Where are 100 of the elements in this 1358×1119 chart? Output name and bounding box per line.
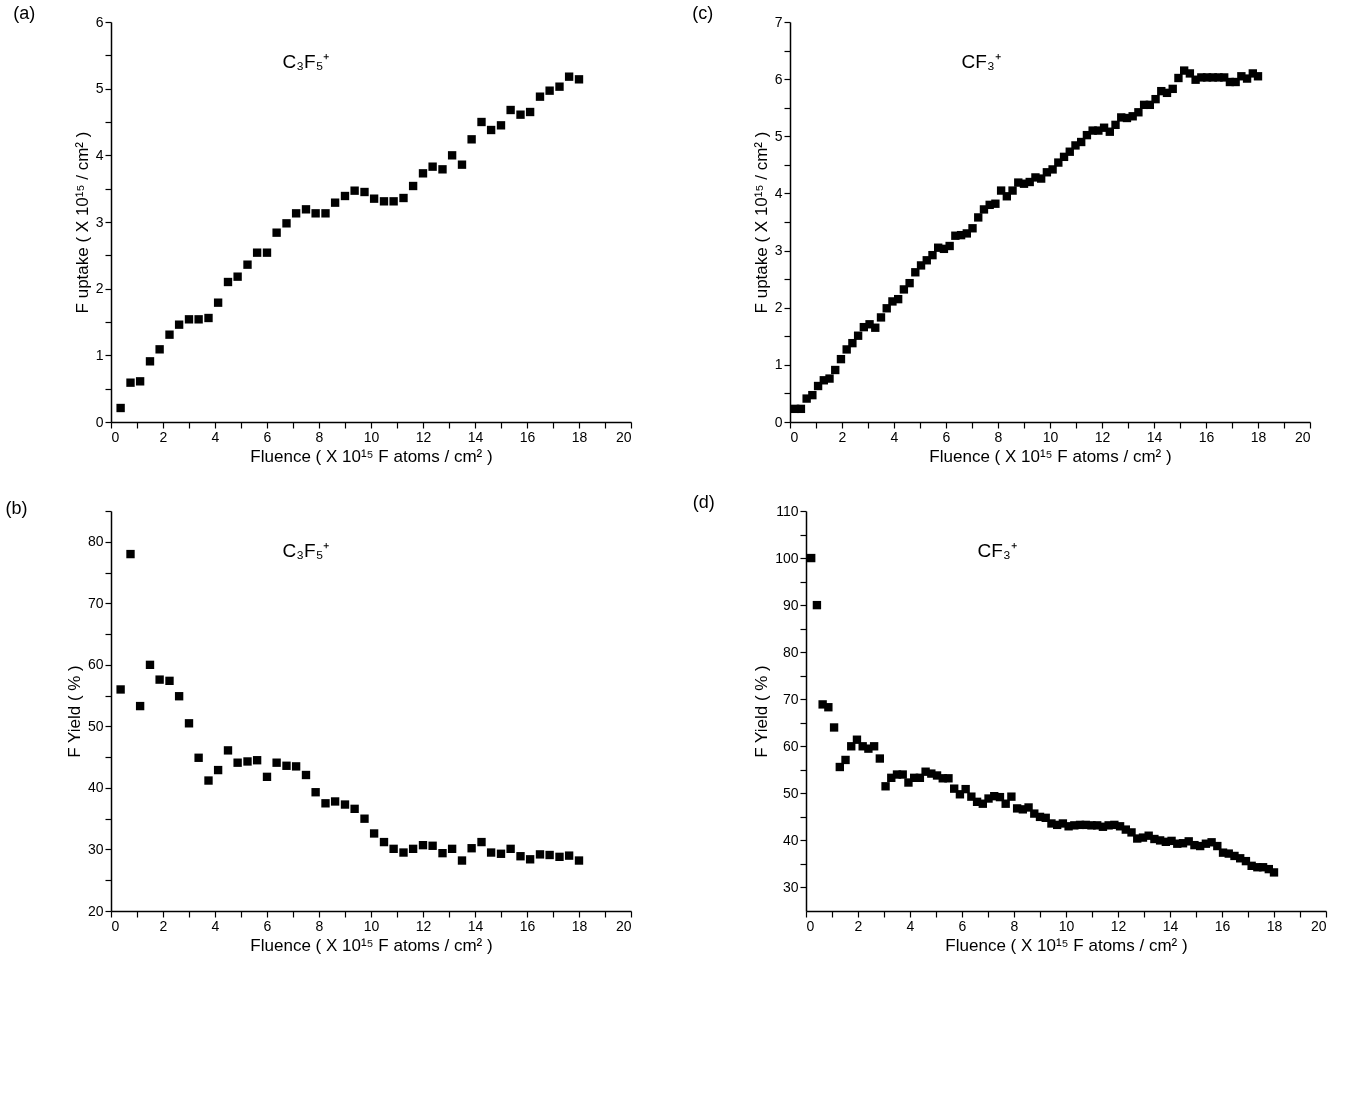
point [301, 770, 311, 780]
y-tick-label: 2 [95, 280, 104, 297]
point [506, 105, 515, 115]
point [262, 248, 272, 257]
point [496, 849, 506, 858]
x-tick-label: 2 [838, 428, 847, 445]
x-tick-label: 10 [1058, 917, 1075, 934]
y-tick-label: 40 [782, 831, 799, 848]
x-tick-label: 8 [315, 917, 324, 934]
x-tick-label: 20 [615, 917, 632, 934]
x-tick-label: 16 [1214, 917, 1231, 934]
point [574, 75, 584, 84]
x-tick-label: 8 [994, 428, 1003, 445]
point [486, 848, 496, 857]
y-tick-label: 4 [95, 146, 104, 163]
point [545, 850, 554, 860]
point [428, 162, 437, 171]
point [194, 315, 203, 324]
point [564, 851, 574, 860]
point [174, 320, 184, 329]
point [477, 117, 486, 127]
point [496, 121, 506, 130]
point [555, 82, 564, 91]
point [428, 841, 437, 850]
point [379, 837, 389, 847]
point [321, 799, 330, 808]
point [291, 209, 301, 218]
point [233, 758, 242, 767]
y-tick-label: 100 [775, 549, 799, 566]
point [418, 840, 428, 850]
point [291, 762, 301, 771]
point [311, 788, 320, 797]
point [204, 776, 213, 785]
point [155, 345, 164, 354]
point [145, 660, 155, 670]
x-tick-label: 4 [906, 917, 915, 934]
point [116, 685, 125, 694]
point [272, 758, 281, 767]
point [350, 186, 359, 195]
point [252, 756, 262, 765]
chart-title: (c) [692, 3, 714, 23]
point [447, 844, 457, 854]
point [408, 844, 418, 854]
point [379, 197, 389, 206]
annotation: CF₃⁺ [977, 540, 1017, 561]
x-tick-label: 4 [890, 428, 899, 445]
point [574, 856, 584, 865]
point [155, 675, 164, 684]
point [321, 209, 330, 218]
x-tick-label: 2 [854, 917, 863, 934]
x-tick-label: 6 [263, 428, 272, 445]
point [116, 403, 125, 413]
y-axis-title: F uptake ( X 10¹⁵ / cm² ) [751, 131, 771, 314]
point [272, 228, 281, 237]
x-tick-label: 10 [363, 428, 380, 445]
x-tick-label: 20 [1294, 428, 1311, 445]
point [408, 181, 418, 191]
point [350, 804, 359, 814]
point [360, 187, 369, 197]
x-axis-title: Fluence ( X 10¹⁵ F atoms / cm² ) [929, 446, 1172, 466]
y-tick-label: 70 [782, 690, 799, 707]
point [564, 72, 574, 81]
x-tick-label: 14 [1146, 428, 1163, 445]
point [525, 107, 535, 117]
x-tick-label: 4 [211, 917, 220, 934]
point [535, 92, 545, 101]
point [535, 850, 545, 859]
point [467, 844, 476, 853]
point [194, 753, 203, 762]
point [457, 856, 467, 865]
point [233, 272, 242, 281]
y-tick-label: 6 [774, 70, 783, 87]
x-tick-label: 18 [1266, 917, 1283, 934]
chart-title: (d) [692, 492, 715, 512]
x-tick-label: 14 [1162, 917, 1179, 934]
point [516, 110, 525, 119]
x-tick-label: 6 [958, 917, 967, 934]
y-tick-label: 30 [782, 878, 799, 895]
point [418, 169, 428, 178]
x-tick-label: 12 [415, 428, 432, 445]
x-tick-label: 6 [942, 428, 951, 445]
point [282, 761, 291, 770]
point [311, 209, 320, 218]
x-tick-label: 12 [1094, 428, 1111, 445]
point [369, 194, 379, 203]
point [135, 701, 145, 711]
point [506, 844, 515, 854]
x-tick-label: 16 [519, 428, 536, 445]
point [467, 135, 476, 144]
point [516, 852, 525, 861]
point [174, 692, 184, 701]
point [213, 298, 223, 307]
point [184, 315, 194, 324]
chart-title: (b) [5, 498, 28, 519]
point [340, 191, 350, 201]
x-tick-label: 20 [615, 428, 632, 445]
point [262, 772, 272, 782]
x-tick-label: 16 [1198, 428, 1215, 445]
point [126, 549, 135, 559]
point [340, 800, 350, 809]
